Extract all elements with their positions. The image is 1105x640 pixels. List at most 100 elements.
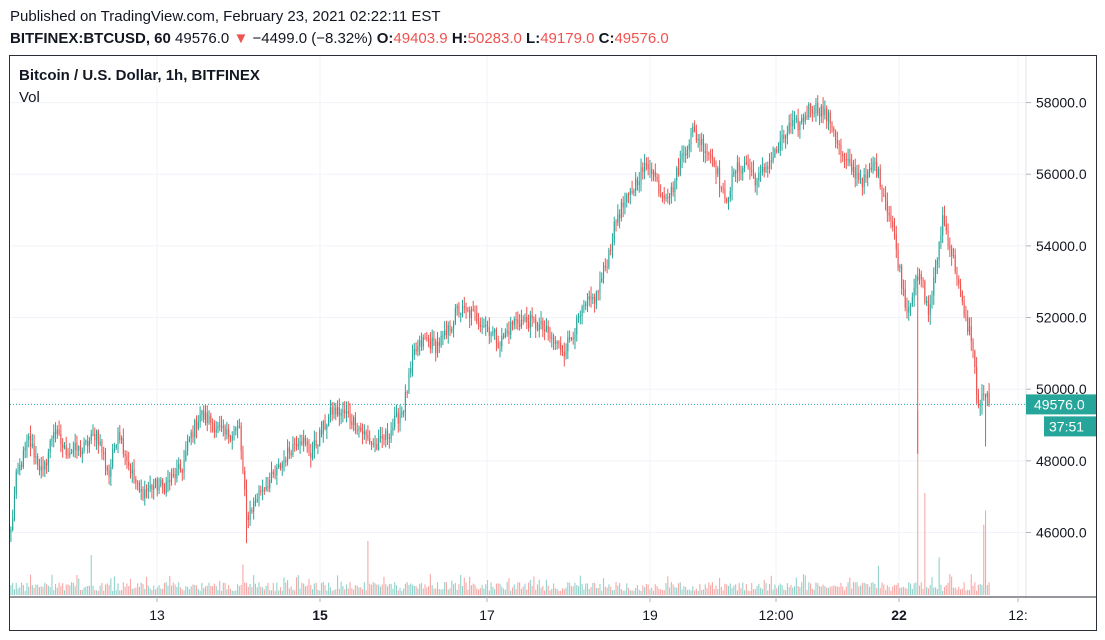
candle-body xyxy=(626,194,628,203)
candle-body xyxy=(910,304,912,307)
volume-bar xyxy=(644,587,646,595)
candle-body xyxy=(326,425,328,430)
volume-bar xyxy=(342,586,344,595)
candle-body xyxy=(26,440,28,448)
candle-body xyxy=(635,179,637,191)
volume-bar xyxy=(217,590,219,595)
volume-bar xyxy=(967,589,969,595)
candle-body xyxy=(918,274,921,281)
candle-body xyxy=(804,115,806,122)
candle-body xyxy=(565,351,567,357)
volume-bar xyxy=(194,584,196,595)
y-tick-label: 50000.0 xyxy=(1036,381,1087,397)
candle-body xyxy=(697,138,699,141)
candle-body xyxy=(431,337,433,349)
candle-body xyxy=(229,436,232,441)
volume-bar xyxy=(529,579,531,595)
volume-bar xyxy=(312,589,314,595)
time-axis: 13 15 17 19 12:00 22 12: xyxy=(149,597,1028,623)
volume-bar xyxy=(799,587,801,595)
candle-body xyxy=(413,349,415,355)
candle-body xyxy=(235,428,237,431)
candle-body xyxy=(645,163,647,165)
candle-body xyxy=(112,449,114,468)
volume-bar xyxy=(479,588,481,595)
volume-bar xyxy=(15,582,17,595)
candle-body xyxy=(224,426,226,435)
volume-bar xyxy=(288,588,290,595)
volume-bar xyxy=(292,589,294,595)
volume-bar xyxy=(645,583,647,595)
volume-bar xyxy=(902,586,904,595)
volume-bar xyxy=(69,585,71,595)
volume-bar xyxy=(372,582,374,595)
candle-body xyxy=(761,166,763,172)
volume-bar xyxy=(501,586,503,595)
candle-body xyxy=(304,437,306,442)
volume-bar xyxy=(319,590,321,595)
volume-bar xyxy=(347,588,349,595)
candle-body xyxy=(740,171,742,174)
volume-bar xyxy=(638,589,640,595)
volume-bar xyxy=(87,586,89,595)
volume-bar xyxy=(588,588,590,595)
candle-body xyxy=(504,332,506,338)
volume-bar xyxy=(96,590,98,595)
candle-body xyxy=(895,234,897,249)
candle-body xyxy=(961,291,963,302)
volume-bar xyxy=(503,588,505,595)
volume-bar xyxy=(719,577,721,595)
price-axis: 46000.0 48000.0 50000.0 52000.0 54000.0 56000… xyxy=(1026,95,1087,541)
volume-bar xyxy=(602,578,605,595)
candle-body xyxy=(260,490,262,492)
volume-bar xyxy=(219,580,221,595)
candle-body xyxy=(840,144,842,155)
volume-bar xyxy=(358,587,360,595)
volume-bar xyxy=(774,584,776,595)
volume-bar xyxy=(28,586,30,595)
candle-body xyxy=(210,415,212,423)
volume-bar xyxy=(547,585,549,595)
volume-bar xyxy=(458,584,460,595)
candle-body xyxy=(951,248,953,256)
volume-bar xyxy=(226,589,228,595)
volume-bar xyxy=(492,586,494,595)
candle-body xyxy=(508,330,510,335)
volume-bar xyxy=(540,587,542,595)
candle-body xyxy=(67,455,69,457)
volume-bar xyxy=(567,582,569,595)
candle-body xyxy=(315,440,317,446)
candle-body xyxy=(627,194,630,196)
candle-body xyxy=(337,407,339,415)
candle-body xyxy=(137,482,139,484)
volume-bar xyxy=(188,589,190,595)
candle-body xyxy=(270,471,273,480)
candle-body xyxy=(942,215,944,236)
chart-frame[interactable] xyxy=(9,55,1097,631)
volume-bar xyxy=(129,578,132,595)
volume-bar xyxy=(338,588,340,595)
volume-bar xyxy=(513,584,515,595)
volume-bar xyxy=(481,585,483,595)
volume-bar xyxy=(972,585,974,595)
volume-bar xyxy=(72,582,74,595)
volume-bar xyxy=(515,589,517,595)
candle-body xyxy=(287,447,289,462)
candle-body xyxy=(579,316,581,318)
candle-body xyxy=(342,409,344,413)
candle-body xyxy=(929,304,931,315)
candle-body xyxy=(272,471,274,474)
low-label: L: xyxy=(526,30,541,47)
volume-bar xyxy=(838,586,840,595)
candle-body xyxy=(765,166,767,172)
volume-bar xyxy=(495,583,497,595)
volume-bar xyxy=(736,590,738,595)
candle-body xyxy=(213,424,215,433)
volume-bar xyxy=(220,590,223,595)
volume-bar xyxy=(556,588,558,595)
candle-body xyxy=(428,338,430,341)
candle-body xyxy=(170,474,173,483)
volume-bar xyxy=(499,583,501,595)
candle-body xyxy=(242,451,244,472)
